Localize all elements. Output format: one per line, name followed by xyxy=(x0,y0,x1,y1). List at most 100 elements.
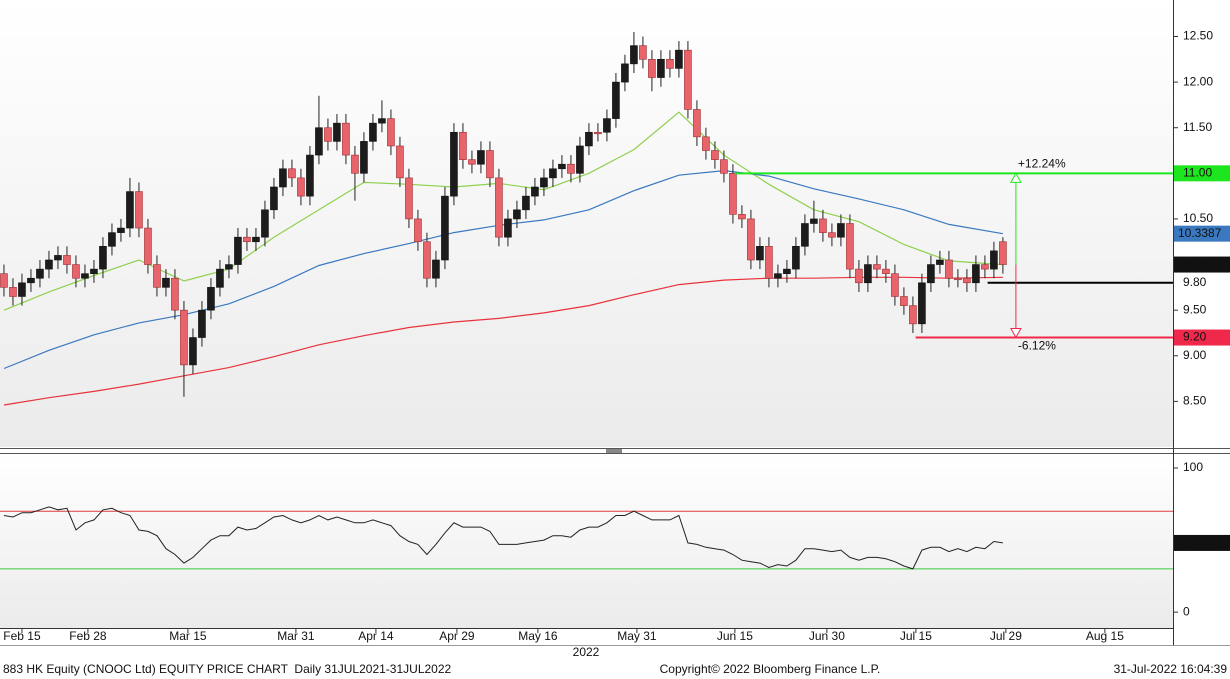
candle-body xyxy=(405,177,413,220)
candle-body xyxy=(450,131,458,197)
candle-body xyxy=(99,246,107,270)
candle-body xyxy=(126,191,134,229)
rsi-line xyxy=(3,506,1003,570)
candle-body xyxy=(837,223,845,238)
candle-body xyxy=(243,236,251,243)
rsi-last-label-box xyxy=(1174,534,1230,551)
candle-body xyxy=(306,154,314,197)
candle-body xyxy=(9,287,17,297)
footer-left: 883 HK Equity (CNOOC Ltd) EQUITY PRICE C… xyxy=(3,662,452,676)
candle-body xyxy=(630,45,638,65)
candle-body xyxy=(909,305,917,325)
y-tick-label: 10.50 xyxy=(1183,211,1213,225)
candle-body xyxy=(216,268,224,288)
candle-body xyxy=(135,191,143,229)
level-box xyxy=(1174,329,1230,346)
candle-body xyxy=(468,159,476,165)
candle-body xyxy=(846,223,854,270)
candle-body xyxy=(297,177,305,197)
measure-arrow-head xyxy=(1010,328,1022,339)
candle-body xyxy=(189,337,197,366)
candle-body xyxy=(315,127,323,156)
candle-body xyxy=(27,277,35,284)
candle-body xyxy=(963,277,971,284)
candle-body xyxy=(720,159,728,174)
y-tick-label: 11.50 xyxy=(1183,120,1212,134)
price-panel xyxy=(0,0,1173,447)
measure-arrow-head xyxy=(1010,172,1022,183)
ma-last-label: 10.3387 xyxy=(1178,226,1222,240)
candle-body xyxy=(144,227,152,265)
candle-body xyxy=(486,150,494,179)
candle-body xyxy=(423,241,431,279)
candle-body xyxy=(180,309,188,366)
change-label: -6.12% xyxy=(1018,339,1056,353)
candle-body xyxy=(576,145,584,174)
candle-body xyxy=(729,173,737,215)
candle-body xyxy=(36,268,44,279)
candle-body xyxy=(18,282,26,297)
x-tick-label: Jun 15 xyxy=(717,629,753,643)
x-tick-label: Mar 31 xyxy=(277,629,315,643)
y-tick-label: 12.50 xyxy=(1183,29,1213,43)
candle-body xyxy=(657,58,665,78)
candle-body xyxy=(756,246,764,261)
candle-body xyxy=(603,118,611,133)
candle-body xyxy=(783,268,791,274)
candle-body xyxy=(801,223,809,247)
candle-body xyxy=(198,309,206,338)
candle-body xyxy=(207,287,215,311)
rsi-last-label: 48.007 xyxy=(1178,535,1215,549)
candle-body xyxy=(702,136,710,151)
candle-body xyxy=(540,177,548,188)
panel-handle[interactable] xyxy=(606,449,622,453)
candle-body xyxy=(891,273,899,297)
candle-body xyxy=(342,122,350,156)
candle-body xyxy=(252,236,260,243)
candle-body xyxy=(477,150,485,165)
level-label: 11.00 xyxy=(1183,165,1212,179)
candle-body xyxy=(666,58,674,69)
level-label: 9.80 xyxy=(1183,275,1207,289)
candle-body xyxy=(81,273,89,279)
candle-body xyxy=(288,168,296,179)
candle-body xyxy=(225,264,233,270)
candle-body xyxy=(495,177,503,238)
change-label: +12.24% xyxy=(1018,156,1066,170)
candle-body xyxy=(45,259,53,270)
candle-body xyxy=(990,250,998,270)
candle-body xyxy=(675,49,683,69)
y-tick-label: 12.00 xyxy=(1183,74,1213,88)
candle-body xyxy=(558,163,566,170)
candle-body xyxy=(54,255,62,261)
x-tick-label: Aug 15 xyxy=(1086,629,1124,643)
x-tick-label: Jul 15 xyxy=(900,629,932,643)
candle-body xyxy=(549,168,557,179)
candle-body xyxy=(63,255,71,265)
candle-body xyxy=(747,218,755,261)
candle-body xyxy=(765,246,773,279)
candle-body xyxy=(792,246,800,270)
candle-body xyxy=(819,218,827,233)
candle-body xyxy=(738,214,746,220)
candle-body xyxy=(693,109,701,138)
candle-body xyxy=(864,264,872,284)
candle-body xyxy=(261,209,269,238)
last-price-box xyxy=(1174,256,1230,273)
x-tick-label: May 31 xyxy=(617,629,657,643)
candle-body xyxy=(234,236,242,265)
x-tick-label: Jul 29 xyxy=(990,629,1022,643)
candle-body xyxy=(585,131,593,147)
candle-body xyxy=(936,259,944,265)
x-tick-label: Feb 28 xyxy=(69,629,107,643)
level-label: 9.20 xyxy=(1183,330,1207,344)
candle-body xyxy=(117,227,125,233)
candle-body xyxy=(774,273,782,279)
candle-body xyxy=(333,122,341,142)
candle-body xyxy=(927,264,935,284)
x-axis-label: 2022 xyxy=(573,645,600,659)
candle-body xyxy=(72,264,80,279)
candle-body xyxy=(684,49,692,110)
candle-body xyxy=(567,163,575,174)
candle-body xyxy=(648,58,656,78)
